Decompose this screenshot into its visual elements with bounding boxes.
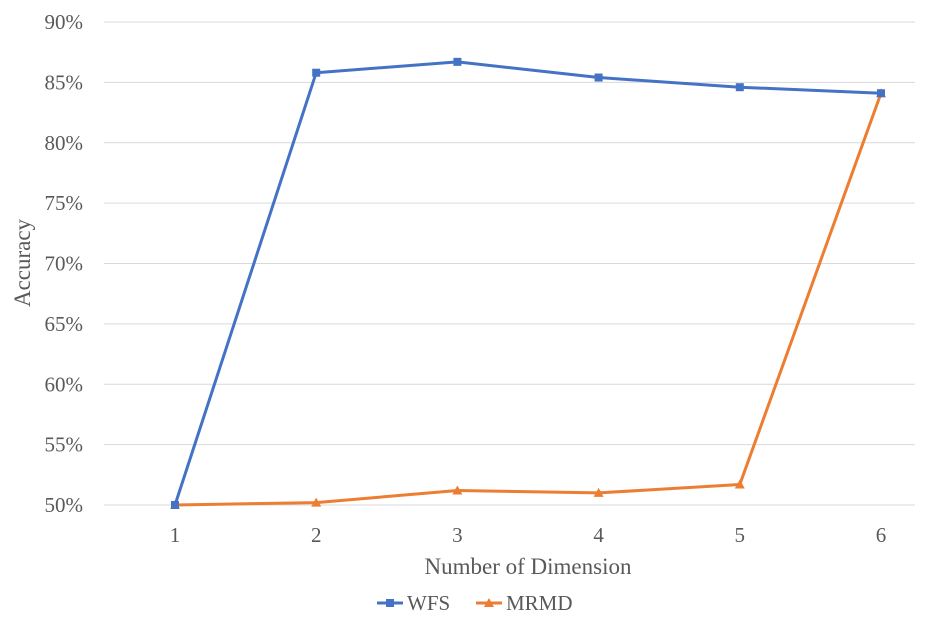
data-point — [312, 68, 321, 77]
data-point — [171, 501, 179, 509]
legend-item-wfs: WFS — [377, 591, 450, 615]
legend-marker — [386, 599, 394, 607]
series-line-wfs — [173, 60, 882, 506]
y-tick-label: 55% — [45, 433, 84, 457]
legend-label: MRMD — [506, 591, 573, 615]
series — [170, 57, 886, 509]
y-axis-ticks: 50% 55% 60% 65% 70% 75% 80% 85% 90% — [45, 10, 84, 517]
legend-label: WFS — [407, 591, 450, 615]
legend-item-mrmd: MRMD — [476, 591, 573, 615]
legend-marker — [484, 598, 494, 607]
data-point — [453, 57, 462, 66]
data-point — [452, 485, 463, 495]
data-point — [593, 487, 604, 497]
data-point — [735, 83, 744, 92]
x-axis-title: Number of Dimension — [425, 554, 632, 579]
x-tick-label: 1 — [170, 523, 181, 547]
y-axis-title: Accuracy — [10, 218, 35, 307]
y-tick-label: 80% — [45, 131, 84, 155]
grid — [104, 21, 915, 506]
series-line-mrmd — [174, 92, 883, 507]
x-axis-ticks: 1 2 3 4 5 6 — [170, 523, 887, 547]
x-tick-label: 6 — [876, 523, 887, 547]
series-wfs — [171, 57, 885, 509]
data-point — [311, 497, 322, 507]
x-tick-label: 4 — [593, 523, 604, 547]
data-point — [594, 73, 603, 82]
y-tick-label: 70% — [45, 252, 84, 276]
legend: WFS MRMD — [377, 591, 573, 615]
y-tick-label: 90% — [45, 10, 84, 34]
x-tick-label: 2 — [311, 523, 322, 547]
y-tick-label: 50% — [45, 493, 84, 517]
x-tick-label: 3 — [452, 523, 463, 547]
y-tick-label: 60% — [45, 372, 84, 396]
y-tick-label: 75% — [45, 191, 84, 215]
data-point — [877, 89, 885, 98]
x-tick-label: 5 — [735, 523, 746, 547]
series-mrmd — [170, 88, 886, 509]
data-point — [734, 479, 745, 489]
y-tick-label: 85% — [45, 70, 84, 94]
y-tick-label: 65% — [45, 312, 84, 336]
